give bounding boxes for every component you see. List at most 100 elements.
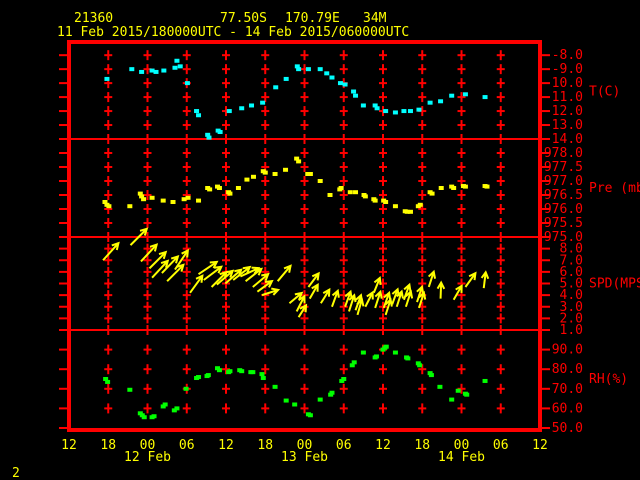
- wind-arrow: [436, 280, 446, 299]
- pressure-point: [235, 186, 241, 190]
- time-period: 11 Feb 2015/180000UTC - 14 Feb 2015/0600…: [57, 25, 409, 40]
- pressure-point: [127, 204, 133, 209]
- humidity-ytick-label: 50.0: [552, 421, 583, 436]
- temperature-point: [407, 109, 413, 114]
- wind-arrow-head: [261, 272, 270, 282]
- wind-arrow-head: [331, 288, 340, 298]
- temperature-point: [260, 100, 266, 105]
- pressure-point: [294, 156, 300, 161]
- humidity-ytick-label: 70.0: [552, 382, 583, 397]
- temperature-point: [416, 107, 422, 112]
- temperature-point: [462, 92, 468, 97]
- humidity-point: [162, 402, 168, 407]
- humidity-point: [392, 350, 398, 355]
- wind-ytick-label: 3.0: [560, 300, 583, 315]
- pressure-point: [392, 204, 398, 209]
- pressure-ytick-label: 977.5: [544, 160, 583, 175]
- series-layer: [102, 58, 490, 420]
- wind-axis-label: SPD(MPS): [589, 277, 640, 292]
- wind-arrow-head: [480, 270, 490, 280]
- date-label: 14 Feb: [438, 450, 485, 465]
- temperature-point: [177, 64, 183, 69]
- pressure-point: [462, 184, 468, 189]
- wind-arrow: [382, 290, 392, 309]
- wind-arrow: [320, 287, 331, 304]
- humidity-point: [437, 384, 443, 389]
- wind-arrow-head: [299, 303, 308, 313]
- pressure-point: [451, 186, 457, 190]
- wind-ytick-label: 2.0: [560, 311, 583, 326]
- wind-arrow: [364, 290, 374, 308]
- temperature-point: [360, 103, 366, 108]
- pressure-point: [317, 179, 323, 183]
- wind-arrow: [374, 289, 383, 309]
- wind-arrow: [151, 259, 170, 279]
- temperature-ytick-label: -10.0: [544, 76, 583, 91]
- wind-ytick-label: 5.0: [560, 277, 583, 292]
- temperature-point: [401, 109, 407, 114]
- temperature-point: [392, 110, 398, 115]
- wind-arrow: [452, 284, 463, 301]
- humidity-ytick-label: 90.0: [552, 343, 583, 358]
- humidity-axis-label: RH(%): [589, 372, 628, 387]
- pressure-point: [438, 186, 444, 190]
- wind-arrow: [203, 265, 223, 281]
- humidity-point: [205, 373, 211, 378]
- grid-layer: [59, 50, 550, 429]
- temperature-point: [383, 109, 389, 114]
- wind-arrow: [418, 290, 427, 309]
- hour-tick-label: 12: [375, 438, 391, 453]
- wind-arrow: [297, 303, 308, 318]
- temperature-point: [374, 106, 380, 111]
- pressure-point: [383, 200, 389, 204]
- station-latitude: 77.50S: [220, 11, 267, 26]
- wind-arrow-head: [181, 248, 190, 258]
- wind-arrow: [395, 289, 404, 308]
- humidity-point: [360, 350, 366, 355]
- hour-tick-label: 00: [140, 438, 156, 453]
- temperature-point: [174, 58, 180, 63]
- wind-arrow-head: [294, 291, 304, 300]
- pressure-point: [185, 195, 191, 200]
- wind-arrow-head: [373, 276, 382, 286]
- temperature-point: [161, 68, 167, 73]
- humidity-point: [455, 388, 461, 393]
- temperature-ytick-label: -12.0: [544, 104, 583, 119]
- station-elevation: 34M: [363, 11, 387, 26]
- temperature-point: [342, 82, 348, 87]
- wind-arrow: [161, 254, 180, 274]
- wind-arrow-head: [348, 293, 357, 303]
- pressure-point: [404, 209, 410, 214]
- pressure-point: [362, 194, 368, 199]
- pressure-point: [139, 194, 145, 199]
- wind-arrow-head: [176, 263, 185, 272]
- wind-arrow: [356, 297, 365, 316]
- wind-arrow-head: [418, 290, 427, 300]
- pressure-ytick-label: 976.5: [544, 188, 583, 203]
- hour-tick-label: 06: [493, 438, 509, 453]
- pressure-point: [347, 190, 353, 195]
- humidity-ytick-label: 80.0: [552, 362, 583, 377]
- temperature-point: [337, 81, 343, 86]
- humidity-point: [349, 363, 355, 368]
- wind-arrow-head: [427, 269, 437, 279]
- hour-tick-label: 06: [336, 438, 352, 453]
- wind-arrow: [189, 274, 204, 294]
- humidity-point: [482, 378, 488, 383]
- humidity-point: [103, 377, 109, 381]
- wind-arrow-head: [209, 260, 219, 269]
- wind-arrow-head: [311, 282, 319, 292]
- wind-arrow: [174, 248, 190, 271]
- pressure-point: [102, 200, 108, 204]
- temperature-point: [283, 76, 289, 81]
- header: 21360 77.50S 170.79E 34M 11 Feb 2015/180…: [57, 11, 409, 40]
- humidity-point: [250, 370, 256, 375]
- wind-arrow-head: [254, 267, 264, 276]
- wind-arrow-head: [225, 269, 235, 278]
- wind-arrow: [384, 297, 393, 316]
- wind-arrow-head: [416, 284, 425, 294]
- wind-arrow: [464, 271, 477, 288]
- pressure-point: [296, 159, 302, 164]
- humidity-point: [259, 372, 265, 377]
- wind-arrow-head: [111, 241, 120, 251]
